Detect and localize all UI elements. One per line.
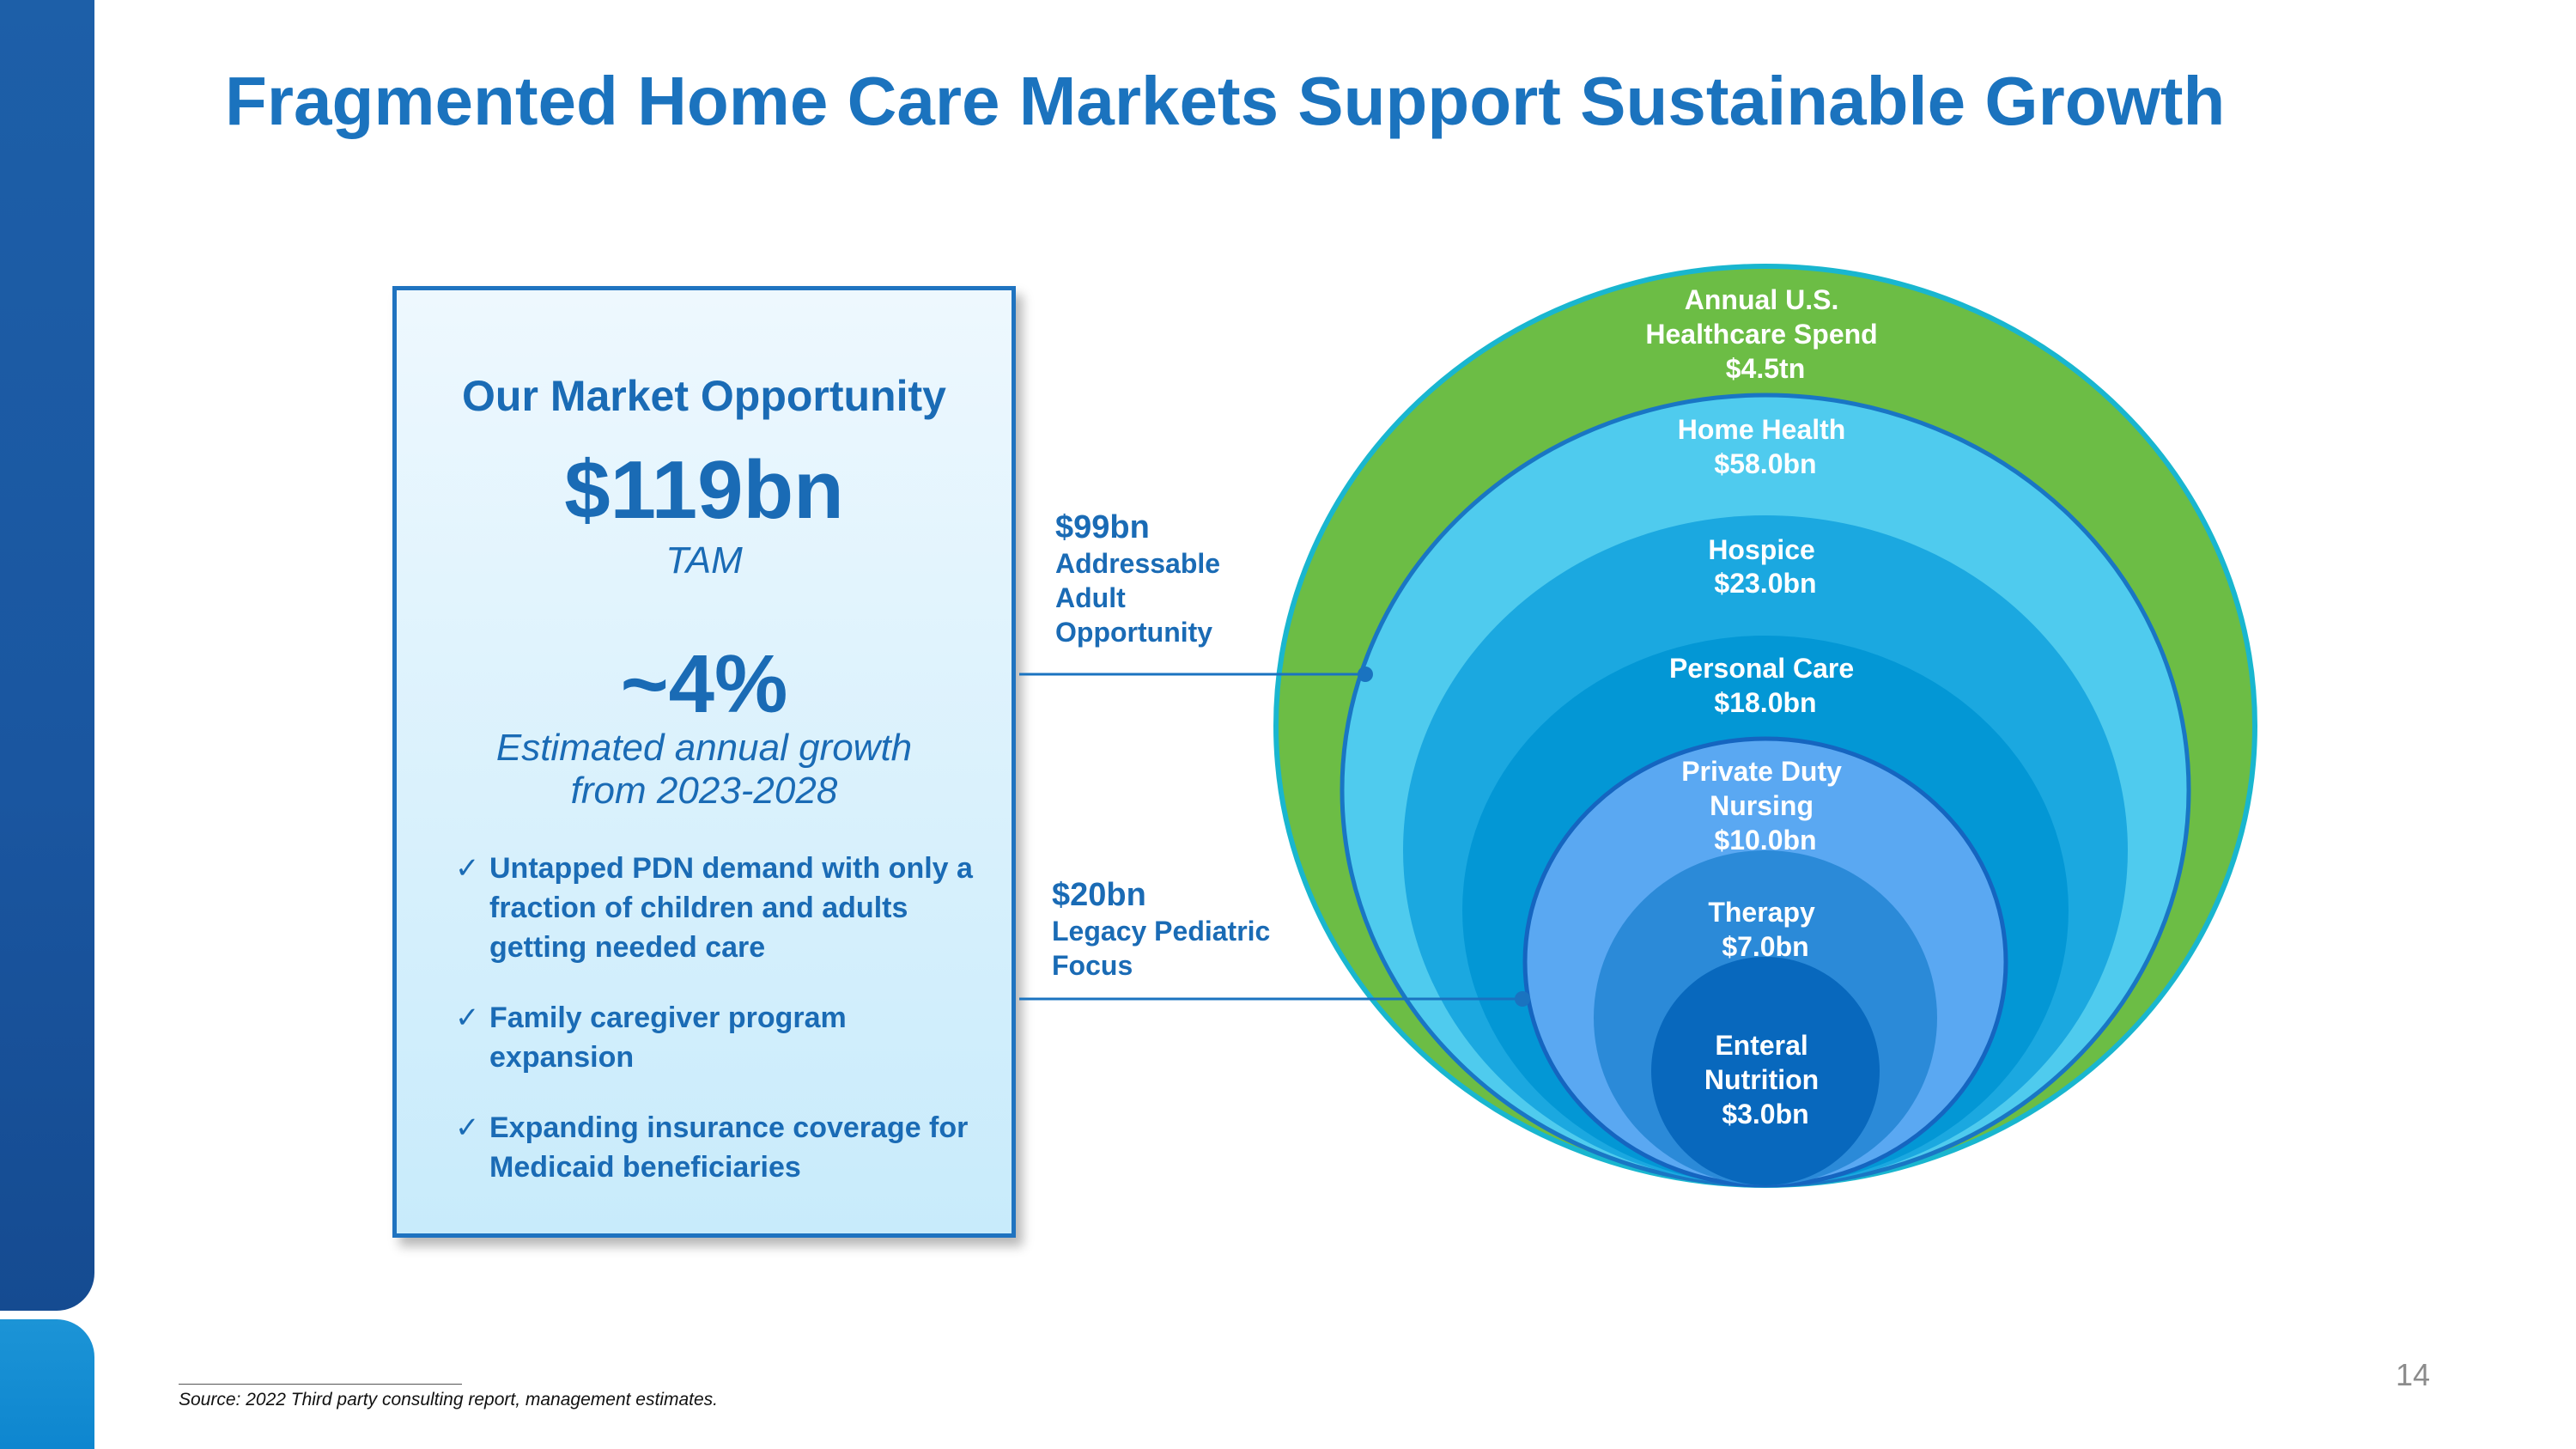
footnote-divider	[179, 1384, 462, 1385]
bullet-item: ✓ Untapped PDN demand with only a fracti…	[455, 849, 987, 967]
ring-label-healthcare-spend: Annual U.S. Healthcare Spend $4.5tn	[1645, 284, 1885, 384]
callout-adult: $99bn Addressable Adult Opportunity	[1055, 508, 1220, 649]
page-number: 14	[2395, 1357, 2430, 1392]
bullet-item: ✓ Expanding insurance coverage for Medic…	[455, 1108, 987, 1187]
callout-adult-desc: Addressable Adult Opportunity	[1055, 548, 1221, 648]
bullet-text: Untapped PDN demand with only a fraction…	[489, 852, 973, 964]
side-accent-bar	[0, 0, 94, 1311]
market-opportunity-box: Our Market Opportunity $119bn TAM ~4% Es…	[392, 286, 1016, 1238]
pediatric-connector-dot	[1515, 991, 1530, 1007]
opportunity-heading: Our Market Opportunity	[462, 372, 946, 420]
bullet-text: Family caregiver program expansion	[489, 1002, 847, 1074]
checkmark-icon: ✓	[455, 1002, 480, 1034]
adult-connector-dot	[1358, 667, 1373, 682]
callout-pediatric: $20bn Legacy Pediatric Focus	[1052, 876, 1270, 983]
callout-pediatric-desc: Legacy Pediatric Focus	[1052, 916, 1271, 981]
ring-label-enteral-nutrition: Enteral Nutrition $3.0bn	[1704, 1030, 1826, 1129]
tam-label: TAM	[665, 539, 743, 581]
bullet-text: Expanding insurance coverage for Medicai…	[489, 1111, 969, 1184]
ring-label-therapy: Therapy $7.0bn	[1708, 897, 1822, 962]
ring-label-home-health: Home Health $58.0bn	[1678, 414, 1853, 479]
side-accent-tab	[0, 1319, 94, 1449]
tam-value: $119bn	[564, 444, 844, 536]
opportunity-bullets: ✓ Untapped PDN demand with only a fracti…	[455, 849, 987, 1218]
ring-enteral-nutrition	[1651, 957, 1880, 1185]
checkmark-icon: ✓	[455, 852, 480, 885]
checkmark-icon: ✓	[455, 1111, 480, 1144]
growth-description: Estimated annual growth from 2023-2028	[495, 727, 913, 812]
ring-label-private-duty-nursing: Private Duty Nursing $10.0bn	[1681, 756, 1850, 855]
callout-adult-amount: $99bn	[1055, 509, 1150, 545]
callout-pediatric-amount: $20bn	[1052, 877, 1146, 913]
page-title: Fragmented Home Care Markets Support Sus…	[225, 63, 2226, 139]
ring-label-hospice: Hospice $23.0bn	[1708, 534, 1822, 599]
ring-label-personal-care: Personal Care $18.0bn	[1669, 653, 1862, 718]
bullet-item: ✓ Family caregiver program expansion	[455, 998, 987, 1077]
source-footnote: Source: 2022 Third party consulting repo…	[179, 1390, 718, 1409]
growth-value: ~4%	[620, 638, 788, 730]
